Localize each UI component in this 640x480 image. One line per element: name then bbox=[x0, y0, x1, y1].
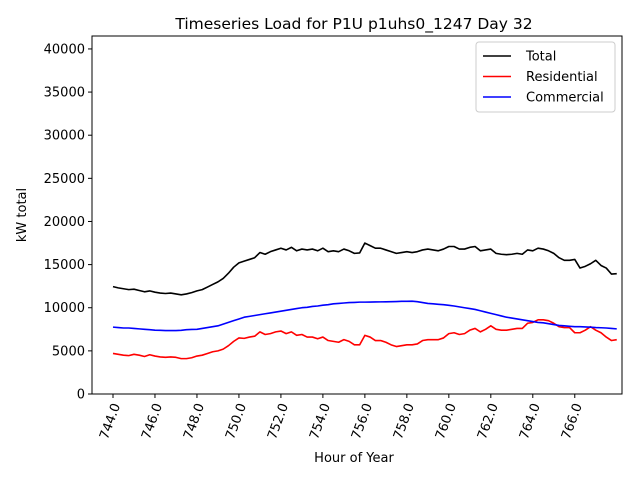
y-tick-label: 5000 bbox=[52, 344, 85, 359]
y-tick-label: 20000 bbox=[44, 215, 85, 230]
y-tick-label: 0 bbox=[77, 388, 85, 403]
legend-label-residential: Residential bbox=[526, 70, 598, 85]
y-tick-label: 40000 bbox=[44, 42, 85, 57]
y-axis-label: kW total bbox=[15, 188, 30, 242]
legend-label-total: Total bbox=[525, 50, 556, 65]
y-tick-label: 15000 bbox=[44, 258, 85, 273]
series-lines bbox=[112, 242, 617, 360]
y-tick-label: 30000 bbox=[44, 129, 85, 144]
series-line-total bbox=[112, 242, 617, 296]
series-line-residential bbox=[112, 319, 617, 360]
y-tick-label: 35000 bbox=[44, 86, 85, 101]
legend-box bbox=[475, 41, 616, 113]
y-tick-label: 10000 bbox=[44, 301, 85, 316]
x-axis-label: Hour of Year bbox=[314, 451, 394, 466]
legend: Total Residential Commercial bbox=[475, 41, 616, 113]
y-tick-label: 25000 bbox=[44, 172, 85, 187]
chart-title: Timeseries Load for P1U p1uhs0_1247 Day … bbox=[174, 15, 532, 34]
series-line-commercial bbox=[112, 300, 617, 332]
legend-label-commercial: Commercial bbox=[526, 91, 604, 106]
y-axis: 0 5000 10000 15000 20000 25000 30000 35000 40000 bbox=[44, 42, 92, 403]
